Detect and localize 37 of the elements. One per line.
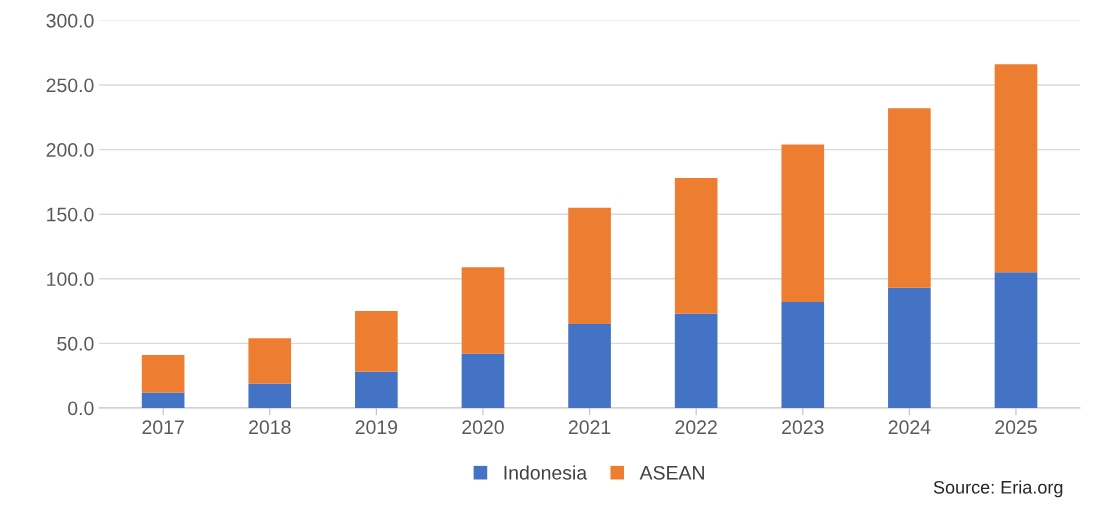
x-tick-label: 2018: [249, 420, 291, 435]
bar: [355, 371, 398, 408]
y-tick-label: 100.0: [47, 272, 94, 287]
legend-label: ASEAN: [639, 465, 704, 480]
bar: [248, 383, 292, 408]
y-tick-label: 250.0: [46, 78, 94, 93]
bar: [674, 313, 718, 408]
legend-label: Indonesia: [504, 465, 588, 480]
bar: [141, 355, 185, 393]
source-note: Source: Eria.org: [933, 480, 1063, 498]
bar: [781, 144, 825, 303]
y-tick-label: 50.0: [57, 336, 94, 351]
x-tick-label: 2024: [888, 420, 931, 435]
x-tick-label: 2019: [355, 420, 398, 435]
bar: [781, 302, 825, 408]
bar: [355, 311, 398, 372]
x-tick-label: 2021: [568, 420, 611, 435]
bar: [248, 338, 292, 384]
bar: [461, 267, 505, 354]
x-tick-label: 2023: [782, 420, 824, 435]
bar: [994, 272, 1038, 408]
y-tick-label: 0.0: [68, 401, 94, 416]
x-tick-label: 2025: [995, 420, 1037, 435]
bar: [888, 108, 931, 288]
bar: [461, 353, 505, 408]
bar: [994, 64, 1038, 273]
y-tick-label: 200.0: [46, 143, 94, 157]
bar: [141, 392, 185, 408]
bar: [674, 178, 718, 314]
x-tick-label: 2017: [142, 420, 184, 435]
bar: [568, 324, 611, 408]
x-tick-label: 2020: [462, 420, 504, 435]
y-tick-label: 300.0: [46, 13, 94, 28]
bar: [568, 207, 611, 325]
y-tick-label: 150.0: [47, 207, 94, 222]
x-tick-label: 2022: [675, 420, 717, 435]
bar: [888, 287, 931, 408]
